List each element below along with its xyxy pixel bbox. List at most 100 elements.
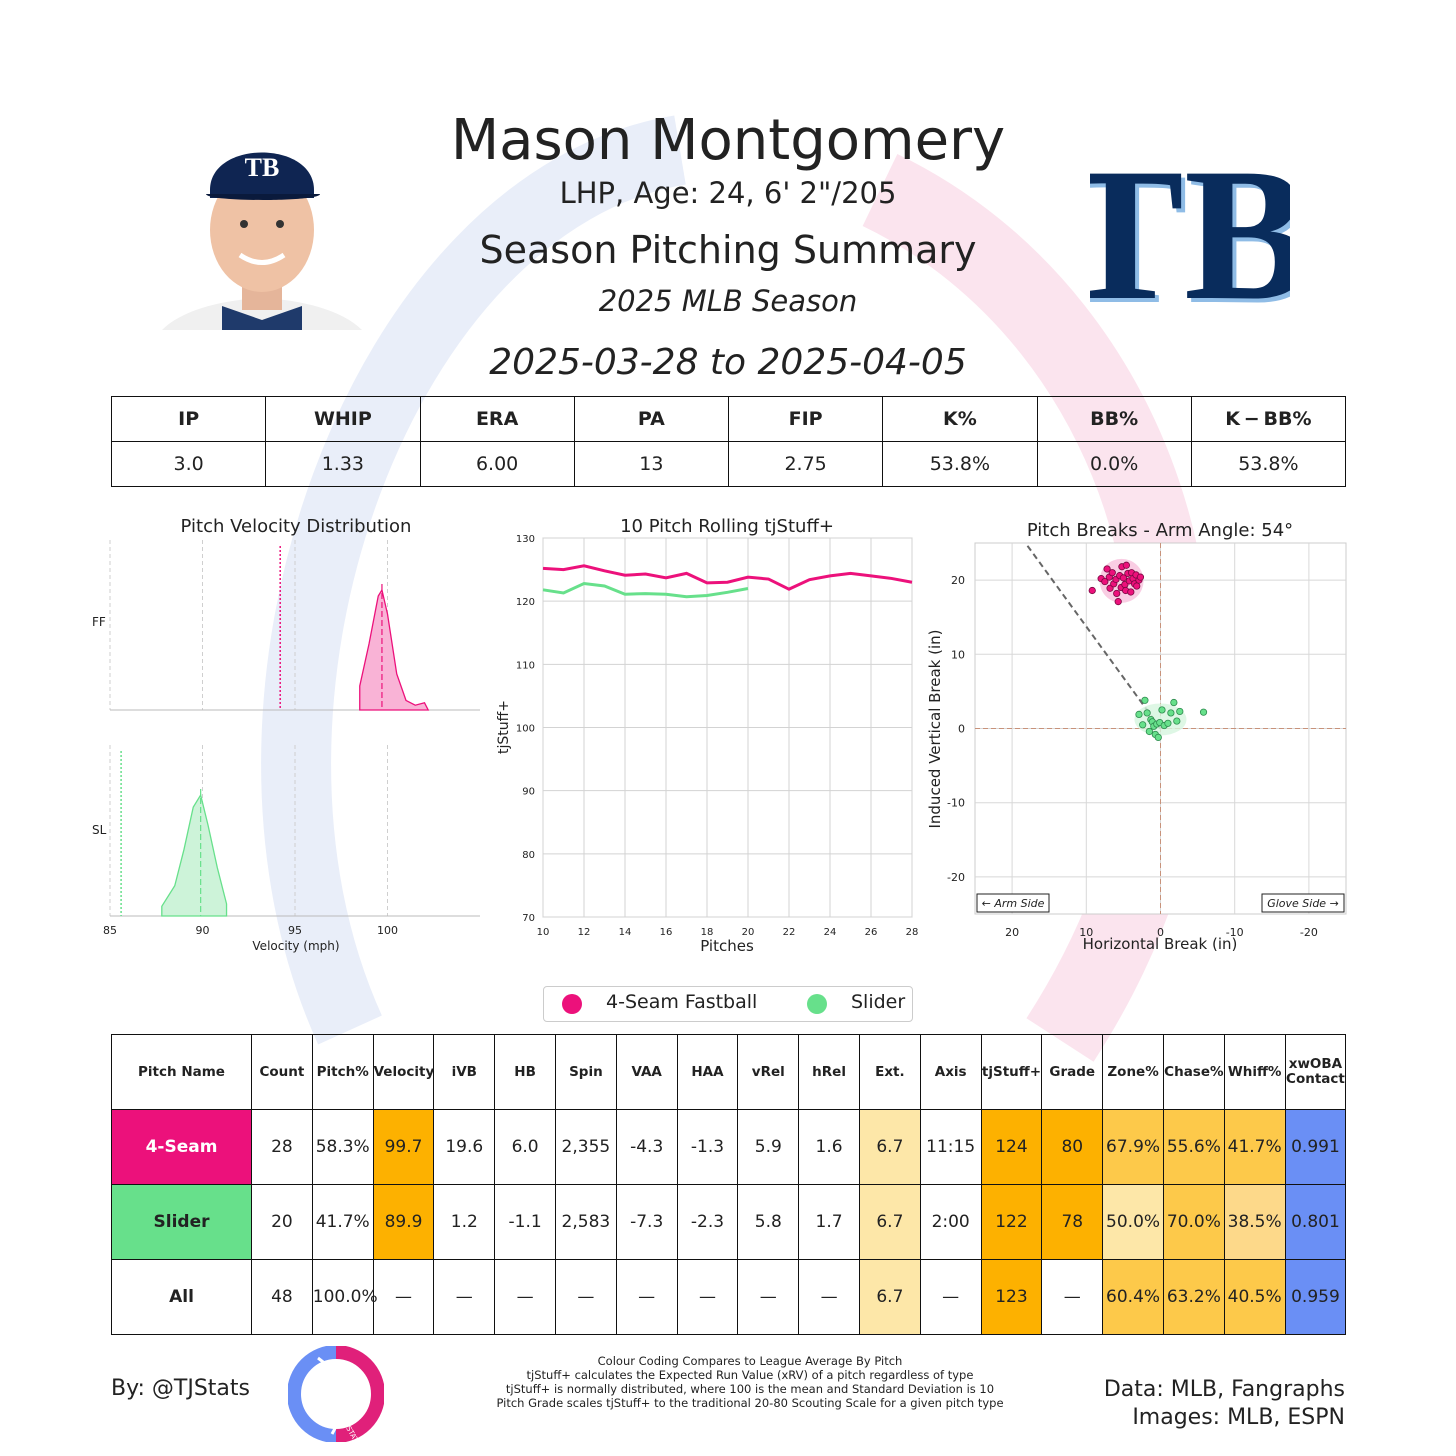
pitch-table-cell: 0.959 <box>1284 1259 1347 1335</box>
pitch-point <box>1164 719 1172 727</box>
pitch-point <box>1199 708 1208 716</box>
pitch-point <box>1122 561 1130 569</box>
summary-table: IP WHIP ERA PA FIP K% BB% K − BB% 3.0 1.… <box>110 396 1347 487</box>
pitch-point <box>1154 733 1162 742</box>
pitch-point <box>1127 588 1135 596</box>
pitch-table-cell: 19.6 <box>433 1109 496 1185</box>
pitch-point <box>1173 717 1181 725</box>
series-line <box>542 581 749 599</box>
pitch-point <box>1136 573 1145 581</box>
pitch-table-cell: 41.7% <box>1223 1109 1286 1185</box>
pitch-table-cell: 2:00 <box>919 1184 982 1260</box>
pitch-table-header: Pitch Name <box>111 1034 252 1110</box>
pitch-table-header: HB <box>494 1034 556 1110</box>
pitch-table-header: Ext. <box>858 1034 921 1110</box>
footer-note: Pitch Grade scales tjStuff+ to the tradi… <box>496 1396 1004 1410</box>
y-axis-label: Induced Vertical Break (in) <box>926 629 944 828</box>
pitch-table-cell: 20 <box>251 1184 313 1260</box>
velocity-distribution-chart: Pitch Velocity Distribution FF SL 85 90 95 100… <box>92 516 480 953</box>
pitch-table-cell: — <box>1041 1259 1104 1335</box>
pitch-table-cell: — <box>798 1259 860 1335</box>
footer-note: tjStuff+ calculates the Expected Run Val… <box>526 1368 974 1382</box>
y-tick-label: 10 <box>951 648 965 661</box>
pitch-point <box>1145 727 1153 736</box>
fastball-legend-marker <box>562 994 582 1014</box>
pitch-point <box>1114 598 1122 606</box>
summary-value: 0.0% <box>1036 441 1192 487</box>
pitch-table-header: Whiff% <box>1223 1034 1286 1110</box>
x-tick-label: -20 <box>1300 926 1318 939</box>
pitch-table-header: Chase% <box>1162 1034 1225 1110</box>
pitch-point <box>1088 586 1096 595</box>
pitch-table-cell: 124 <box>980 1109 1043 1185</box>
pitch-table-cell: -7.3 <box>615 1184 678 1260</box>
pitch-table-cell: 1.2 <box>433 1184 496 1260</box>
pitch-point <box>1135 710 1143 719</box>
series-line <box>542 564 913 591</box>
density-curve <box>359 588 430 711</box>
y-tick-label: 130 <box>516 534 535 545</box>
pitch-table-cell: 60.4% <box>1102 1259 1164 1335</box>
pitch-table-header: HAA <box>676 1034 739 1110</box>
y-tick-label: 20 <box>951 574 965 587</box>
pitch-table-cell: -2.3 <box>676 1184 739 1260</box>
slider-legend-marker <box>807 994 827 1014</box>
x-axis-label: Velocity (mph) <box>252 939 339 953</box>
x-axis-label: Pitches <box>700 937 754 955</box>
summary-value: 53.8% <box>882 441 1038 487</box>
team-logo-shadow: TB <box>1090 134 1290 320</box>
eye-right <box>276 220 284 228</box>
player-headshot: TB <box>162 152 362 330</box>
pitch-type-label: FF <box>92 615 106 629</box>
x-tick-label: 16 <box>660 927 673 938</box>
pitch-table-cell: 58.3% <box>311 1109 374 1185</box>
x-tick-label: 10 <box>537 927 550 938</box>
pitch-table-cell: 6.7 <box>858 1109 921 1185</box>
pitch-table-cell: 2,583 <box>554 1184 617 1260</box>
pitch-table-cell: 67.9% <box>1102 1109 1164 1185</box>
summary-value: 6.00 <box>419 441 575 487</box>
pitch-table-cell: 1.7 <box>798 1184 860 1260</box>
summary-value-row: 3.0 1.33 6.00 13 2.75 53.8% 0.0% 53.8% <box>110 441 1347 487</box>
chart-title: 10 Pitch Rolling tjStuff+ <box>620 516 834 537</box>
summary-header: IP <box>110 396 267 442</box>
data-credits: Data: MLB, Fangraphs Images: MLB, ESPN <box>1104 1376 1345 1432</box>
y-tick-label: 100 <box>516 724 535 735</box>
chart-title: Pitch Breaks - Arm Angle: 54° <box>1027 520 1293 541</box>
pitch-table-header: VAA <box>615 1034 678 1110</box>
y-tick-label: 120 <box>516 597 535 608</box>
x-tick-label: 85 <box>103 924 117 937</box>
x-tick-label: 10 <box>1079 926 1093 939</box>
pitch-name-cell: 4-Seam <box>111 1109 252 1185</box>
y-axis-label: tjStuff+ <box>496 700 512 754</box>
rolling-tjstuff-chart: 10 Pitch Rolling tjStuff+ 70 80 90 100 110 120… <box>496 516 918 955</box>
pitch-table-cell: — <box>494 1259 556 1335</box>
report-title: Season Pitching Summary <box>479 228 977 272</box>
pitch-table-cell: 2,355 <box>554 1109 617 1185</box>
pitch-table-cell: 0.801 <box>1284 1184 1347 1260</box>
pitch-point <box>1170 698 1178 707</box>
pitch-table-cell: — <box>676 1259 739 1335</box>
pitch-table-cell: 5.9 <box>737 1109 800 1185</box>
pitch-row-fastball: 4-Seam 28 58.3% 99.7 19.6 6.0 2,355 -4.3 -1.3 5.9… <box>111 1109 1347 1185</box>
pitch-table-cell: — <box>919 1259 982 1335</box>
glove-side-annotation: Glove Side → <box>1267 897 1339 910</box>
x-tick-label: 100 <box>377 924 398 937</box>
pitch-table-cell: 99.7 <box>372 1109 435 1185</box>
x-tick-label: 20 <box>742 927 755 938</box>
pitch-name-cell: All <box>111 1259 252 1335</box>
x-tick-label: 20 <box>1005 926 1019 939</box>
jersey <box>162 298 362 330</box>
author-credit: By: @TJStats <box>111 1376 251 1401</box>
pitch-row-all: All 48 100.0% — — — — — — — —6.7—123—60.4% 63.2% 40.… <box>111 1259 1347 1335</box>
pitch-table-header: Count <box>251 1034 313 1110</box>
glove-side-box <box>1261 893 1345 913</box>
x-tick-label: 14 <box>619 927 632 938</box>
chart-title: Pitch Velocity Distribution <box>181 516 412 537</box>
summary-header: BB% <box>1036 396 1192 442</box>
pitch-row-slider: Slider 20 41.7% 89.9 1.2 -1.1 2,583 -7.3 -2.3 5.8… <box>111 1184 1347 1260</box>
density-curve <box>161 793 228 917</box>
cap-logo: TB <box>245 153 280 182</box>
pitch-table-header: iVB <box>433 1034 496 1110</box>
pitch-table-cell: 70.0% <box>1162 1184 1225 1260</box>
